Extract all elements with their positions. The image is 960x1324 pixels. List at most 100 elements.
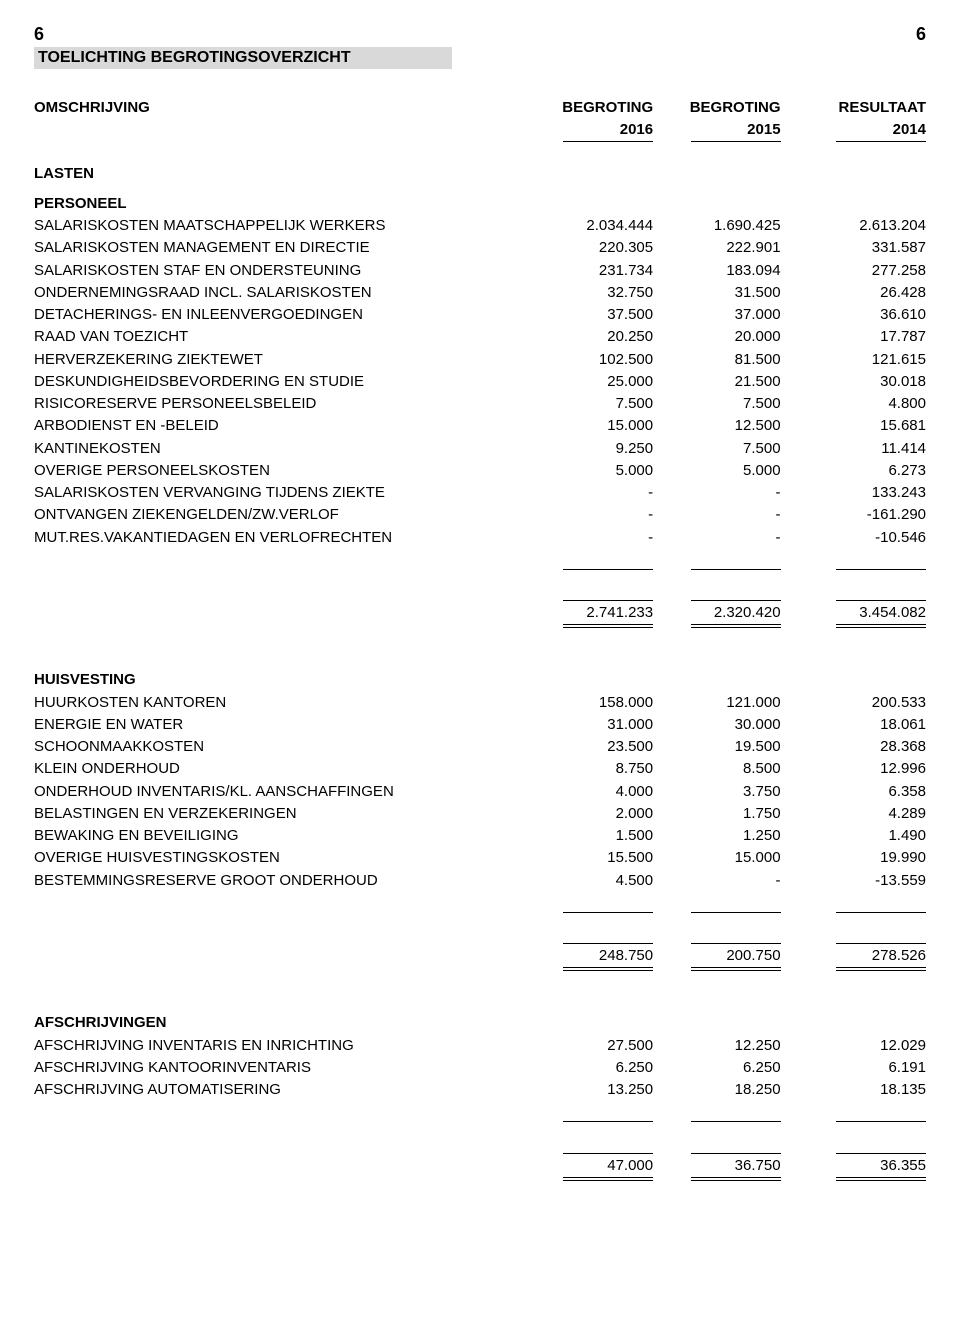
row-value: 28.368	[799, 736, 926, 758]
row-value: 102.500	[544, 349, 671, 371]
row-value: -161.290	[799, 504, 926, 526]
row-label: MUT.RES.VAKANTIEDAGEN EN VERLOFRECHTEN	[34, 527, 544, 549]
row-label: KLEIN ONDERHOUD	[34, 758, 544, 780]
row-label: SALARISKOSTEN MAATSCHAPPELIJK WERKERS	[34, 215, 544, 237]
row-value: 12.250	[671, 1035, 798, 1057]
row-label: ONTVANGEN ZIEKENGELDEN/ZW.VERLOF	[34, 504, 544, 526]
row-value: 6.358	[799, 781, 926, 803]
row-value: 6.273	[799, 460, 926, 482]
col-header-2: BEGROTING	[671, 97, 798, 119]
row-value: 19.990	[799, 847, 926, 869]
row-value: 7.500	[671, 438, 798, 460]
row-value: 25.000	[544, 371, 671, 393]
row-value: 31.500	[671, 282, 798, 304]
section-heading: HUISVESTING	[34, 669, 544, 691]
section-heading: PERSONEEL	[34, 193, 544, 215]
row-value: -	[671, 870, 798, 892]
row-value: 121.615	[799, 349, 926, 371]
row-value: 15.681	[799, 415, 926, 437]
page-header: 6 6	[34, 24, 926, 45]
row-value: 200.533	[799, 692, 926, 714]
row-label: SALARISKOSTEN MANAGEMENT EN DIRECTIE	[34, 237, 544, 259]
row-value: 30.000	[671, 714, 798, 736]
row-value: -	[671, 527, 798, 549]
row-value: 15.000	[671, 847, 798, 869]
row-value: 15.000	[544, 415, 671, 437]
row-value: 21.500	[671, 371, 798, 393]
row-value: 9.250	[544, 438, 671, 460]
row-value: 133.243	[799, 482, 926, 504]
row-label: SALARISKOSTEN STAF EN ONDERSTEUNING	[34, 260, 544, 282]
row-label: DESKUNDIGHEIDSBEVORDERING EN STUDIE	[34, 371, 544, 393]
row-value: 1.690.425	[671, 215, 798, 237]
row-value: 19.500	[671, 736, 798, 758]
row-value: 277.258	[799, 260, 926, 282]
row-label: ARBODIENST EN -BELEID	[34, 415, 544, 437]
page-number-left: 6	[34, 24, 44, 45]
row-value: 27.500	[544, 1035, 671, 1057]
section-total: 278.526	[799, 942, 926, 972]
row-value: 7.500	[671, 393, 798, 415]
section-total: 36.750	[671, 1152, 798, 1182]
row-label: BEWAKING EN BEVEILIGING	[34, 825, 544, 847]
row-label: RAAD VAN TOEZICHT	[34, 326, 544, 348]
col-header-3: RESULTAAT	[799, 97, 926, 119]
col-header-1: BEGROTING	[544, 97, 671, 119]
row-value: 5.000	[544, 460, 671, 482]
row-label: HUURKOSTEN KANTOREN	[34, 692, 544, 714]
row-value: -	[544, 482, 671, 504]
row-label: ONDERHOUD INVENTARIS/KL. AANSCHAFFINGEN	[34, 781, 544, 803]
row-label: AFSCHRIJVING KANTOORINVENTARIS	[34, 1057, 544, 1079]
row-value: 1.250	[671, 825, 798, 847]
row-value: 20.000	[671, 326, 798, 348]
row-value: -	[544, 527, 671, 549]
row-value: 12.029	[799, 1035, 926, 1057]
section-total: 47.000	[544, 1152, 671, 1182]
row-value: 26.428	[799, 282, 926, 304]
row-value: 1.490	[799, 825, 926, 847]
row-value: 6.250	[671, 1057, 798, 1079]
row-value: 4.500	[544, 870, 671, 892]
row-value: 222.901	[671, 237, 798, 259]
row-value: 2.000	[544, 803, 671, 825]
row-label: OVERIGE HUISVESTINGSKOSTEN	[34, 847, 544, 869]
row-value: 6.250	[544, 1057, 671, 1079]
row-label: KANTINEKOSTEN	[34, 438, 544, 460]
row-value: 2.034.444	[544, 215, 671, 237]
row-label: BESTEMMINGSRESERVE GROOT ONDERHOUD	[34, 870, 544, 892]
col-header-desc: OMSCHRIJVING	[34, 97, 544, 119]
row-value: 31.000	[544, 714, 671, 736]
row-value: -	[544, 504, 671, 526]
row-value: 18.061	[799, 714, 926, 736]
row-label: SCHOONMAAKKOSTEN	[34, 736, 544, 758]
section-total: 36.355	[799, 1152, 926, 1182]
row-label: AFSCHRIJVING AUTOMATISERING	[34, 1079, 544, 1101]
row-label: RISICORESERVE PERSONEELSBELEID	[34, 393, 544, 415]
row-value: 20.250	[544, 326, 671, 348]
row-value: 4.289	[799, 803, 926, 825]
row-label: AFSCHRIJVING INVENTARIS EN INRICHTING	[34, 1035, 544, 1057]
section-total: 2.741.233	[544, 599, 671, 629]
row-value: 8.500	[671, 758, 798, 780]
row-label: HERVERZEKERING ZIEKTEWET	[34, 349, 544, 371]
row-value: 4.800	[799, 393, 926, 415]
row-value: -13.559	[799, 870, 926, 892]
row-value: 6.191	[799, 1057, 926, 1079]
row-label: DETACHERINGS- EN INLEENVERGOEDINGEN	[34, 304, 544, 326]
lasten-heading: LASTEN	[34, 163, 544, 185]
row-value: 13.250	[544, 1079, 671, 1101]
row-label: ONDERNEMINGSRAAD INCL. SALARISKOSTEN	[34, 282, 544, 304]
row-value: 37.500	[544, 304, 671, 326]
row-value: 23.500	[544, 736, 671, 758]
page-title: TOELICHTING BEGROTINGSOVERZICHT	[34, 47, 452, 69]
row-value: -	[671, 482, 798, 504]
row-value: 220.305	[544, 237, 671, 259]
row-value: 81.500	[671, 349, 798, 371]
row-value: 12.996	[799, 758, 926, 780]
row-value: 5.000	[671, 460, 798, 482]
row-label: ENERGIE EN WATER	[34, 714, 544, 736]
row-value: 2.613.204	[799, 215, 926, 237]
row-value: 32.750	[544, 282, 671, 304]
row-value: 183.094	[671, 260, 798, 282]
row-value: -10.546	[799, 527, 926, 549]
